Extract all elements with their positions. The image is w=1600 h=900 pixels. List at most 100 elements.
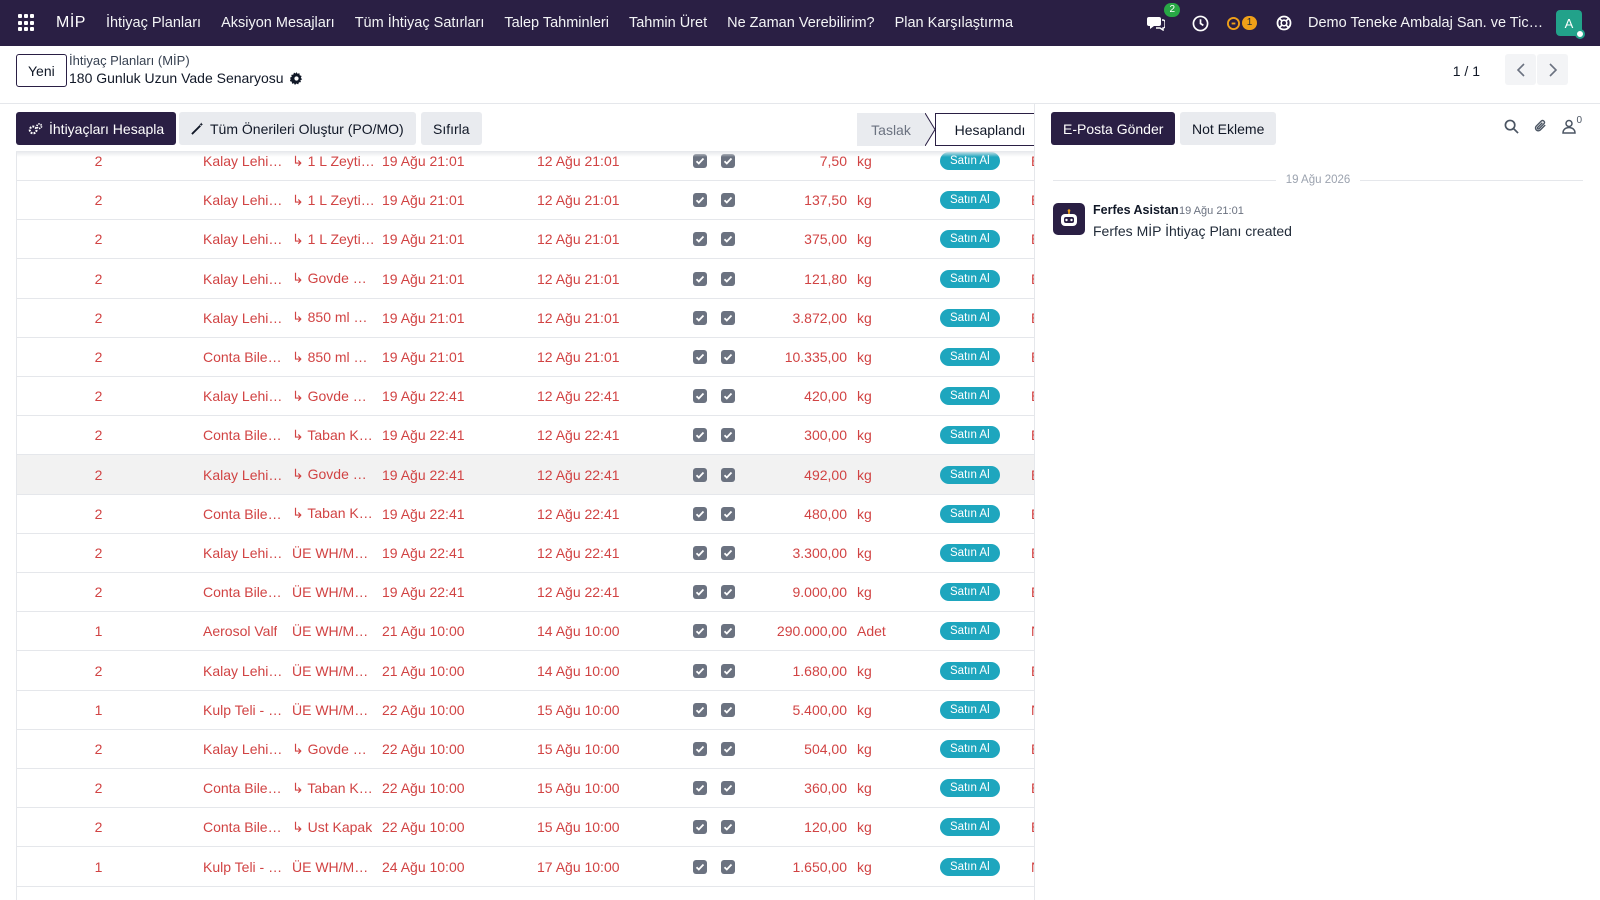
checkbox-2[interactable]: [721, 180, 737, 220]
table-row[interactable]: 1 Kulp Teli - Galvaniz ÜE WH/MO/00014 22 Ağ…: [17, 690, 1034, 730]
checkbox-1[interactable]: [693, 376, 709, 416]
breadcrumb[interactable]: İhtiyaç Planları (MİP): [69, 53, 190, 68]
create-all-suggestions-button[interactable]: Tüm Önerileri Oluştur (PO/MO): [179, 112, 416, 145]
checkbox-1[interactable]: [693, 533, 709, 573]
table-row[interactable]: 2 Kalay Lehim Teli ↳ Govde Sacı 22 Ağu 10:0…: [17, 729, 1034, 769]
menu-item-action-messages[interactable]: Aksiyon Mesajları: [221, 15, 335, 31]
table-row[interactable]: 2 Kalay Lehim Teli ÜE WH/MO/00012 19 Ağu 22…: [17, 533, 1034, 573]
checkbox-1[interactable]: [693, 572, 709, 612]
table-row[interactable]: 1 Aerosol Valf ÜE WH/MO/00013 21 Ağu 10:00 1…: [17, 611, 1034, 652]
robot-avatar-icon[interactable]: [1053, 203, 1085, 235]
gear-icon[interactable]: [289, 71, 303, 85]
menu-item-generate-forecast[interactable]: Tahmin Üret: [628, 15, 708, 31]
follower-user-icon: [1562, 119, 1577, 134]
checkbox-1[interactable]: [693, 494, 709, 534]
checkbox-2[interactable]: [721, 572, 737, 612]
checkbox-1[interactable]: [693, 298, 709, 338]
checkbox-2[interactable]: [721, 807, 737, 847]
menu-item-plans[interactable]: İhtiyaç Planları: [105, 15, 202, 31]
checkbox-2[interactable]: [721, 219, 737, 259]
checkbox-2[interactable]: [721, 533, 737, 573]
activities-icon[interactable]: 1: [1226, 13, 1258, 33]
checkbox-1[interactable]: [693, 152, 709, 181]
paperclip-icon[interactable]: [1533, 118, 1548, 134]
compute-requirements-button[interactable]: İhtiyaçları Hesapla: [16, 112, 177, 145]
table-row[interactable]: 2 Conta Bileşeni ↳ Taban Kapağı 19 Ağu 22:4…: [17, 494, 1034, 534]
checkbox-1[interactable]: [693, 180, 709, 220]
checkbox-2[interactable]: [721, 337, 737, 377]
checkbox-1[interactable]: [693, 455, 709, 495]
checkbox-1[interactable]: [693, 611, 709, 651]
table-row[interactable]: 2 Kalay Lehim Teli ÜE WH/MO/00013 21 Ağu 10…: [17, 651, 1034, 691]
checkbox-1[interactable]: [693, 847, 709, 887]
add-note-button[interactable]: Not Ekleme: [1180, 112, 1277, 145]
pager-previous-button[interactable]: [1505, 54, 1536, 85]
clock-icon[interactable]: [1190, 13, 1210, 33]
table-row[interactable]: 2 Kalay Lehim Teli ↳ Govde Sacı 19 Ağu 22:4…: [17, 376, 1034, 417]
menu-item-plan-compare[interactable]: Plan Karşılaştırma: [894, 15, 1014, 31]
checkbox-checked-icon: [693, 781, 707, 796]
menu-item-all-lines[interactable]: Tüm İhtiyaç Satırları: [354, 15, 485, 31]
create-all-suggestions-label: Tüm Önerileri Oluştur (PO/MO): [210, 120, 404, 137]
search-icon[interactable]: [1504, 119, 1520, 134]
checkbox-1[interactable]: [693, 768, 709, 808]
support-lifebuoy-icon[interactable]: [1274, 13, 1294, 33]
checkbox-2[interactable]: [721, 152, 737, 181]
cell-required-date: 19 Ağu 22:41: [382, 466, 465, 483]
checkbox-2[interactable]: [721, 298, 737, 338]
status-computed[interactable]: Hesaplandı: [935, 113, 1045, 146]
checkbox-1[interactable]: [693, 690, 709, 730]
checkbox-1[interactable]: [693, 259, 709, 299]
checkbox-2[interactable]: [721, 768, 737, 808]
checkbox-1[interactable]: [693, 807, 709, 847]
table-row[interactable]: 2 Kalay Lehim Teli ↳ Govde Sacı 19 Ağu 22:4…: [17, 454, 1034, 495]
cell-product: Kalay Lehim Teli: [203, 309, 285, 326]
reset-button[interactable]: Sıfırla: [421, 112, 482, 145]
table-row[interactable]: 2 Conta Bileşeni ÜE WH/MO/00012 19 Ağu 22:4…: [17, 572, 1034, 613]
cell-uom: kg: [857, 584, 872, 601]
messages-icon[interactable]: 2: [1146, 3, 1180, 33]
pager-next-button[interactable]: [1537, 54, 1568, 85]
cell-product: Conta Bileşeni: [203, 584, 285, 601]
checkbox-1[interactable]: [693, 415, 709, 455]
user-avatar[interactable]: A: [1556, 10, 1585, 39]
checkbox-1[interactable]: [693, 729, 709, 769]
checkbox-1[interactable]: [693, 337, 709, 377]
new-button[interactable]: Yeni: [16, 54, 67, 87]
table-row[interactable]: 2 Kalay Lehim Teli ↳ Govde Sacı 19 Ağu 21:0…: [17, 259, 1034, 299]
table-row[interactable]: 2 Conta Bileşeni ↳ Taban Kapağı 19 Ağu 22:4…: [17, 415, 1034, 456]
table-row[interactable]: 2 Conta Bileşeni ↳ Ust Kapak 22 Ağu 10:00 15…: [17, 807, 1034, 848]
table-row[interactable]: 2 Kalay Lehim Teli ↳ 850 ml Kutu 19 Ağu 21:…: [17, 298, 1034, 338]
app-brand[interactable]: MİP: [56, 14, 86, 31]
status-badge: Satın Al: [940, 465, 1000, 484]
checkbox-1[interactable]: [693, 219, 709, 259]
checkbox-1[interactable]: [693, 651, 709, 691]
checkbox-2[interactable]: [721, 376, 737, 416]
checkbox-2[interactable]: [721, 847, 737, 887]
checkbox-2[interactable]: [721, 729, 737, 769]
table-row[interactable]: 1 Kulp Teli - Galvaniz ÜE WH/MO/00015 24 Ağ…: [17, 847, 1034, 887]
menu-item-forecasts[interactable]: Talep Tahminleri: [504, 15, 609, 31]
company-switcher[interactable]: Demo Teneke Ambalaj San. ve Tic. A.Ş.: [1308, 15, 1544, 31]
checkbox-2[interactable]: [721, 651, 737, 691]
send-email-button[interactable]: E-Posta Gönder: [1051, 112, 1176, 145]
table-row[interactable]: 2 Conta Bileşeni ↳ Taban Kapağı 22 Ağu 10:0…: [17, 768, 1034, 809]
checkbox-2[interactable]: [721, 415, 737, 455]
followers-button[interactable]: 0: [1562, 115, 1582, 134]
checkbox-2[interactable]: [721, 494, 737, 534]
list-top-shadow: [16, 151, 1034, 157]
checkbox-2[interactable]: [721, 259, 737, 299]
menu-item-available-to-promise[interactable]: Ne Zaman Verebilirim?: [727, 15, 875, 31]
message-author[interactable]: Ferfes Asistan: [1093, 203, 1179, 217]
apps-grid-icon[interactable]: [18, 14, 36, 32]
checkbox-2[interactable]: [721, 455, 737, 495]
pager-value[interactable]: 1 / 1: [1452, 63, 1480, 79]
checkbox-2[interactable]: [721, 611, 737, 651]
status-badge: Satın Al: [940, 504, 1000, 523]
table-row[interactable]: 2 Conta Bileşeni ↳ 850 ml Kutu 19 Ağu 21:01…: [17, 337, 1034, 377]
checkbox-2[interactable]: [721, 690, 737, 730]
status-draft[interactable]: Taslak: [857, 113, 925, 146]
